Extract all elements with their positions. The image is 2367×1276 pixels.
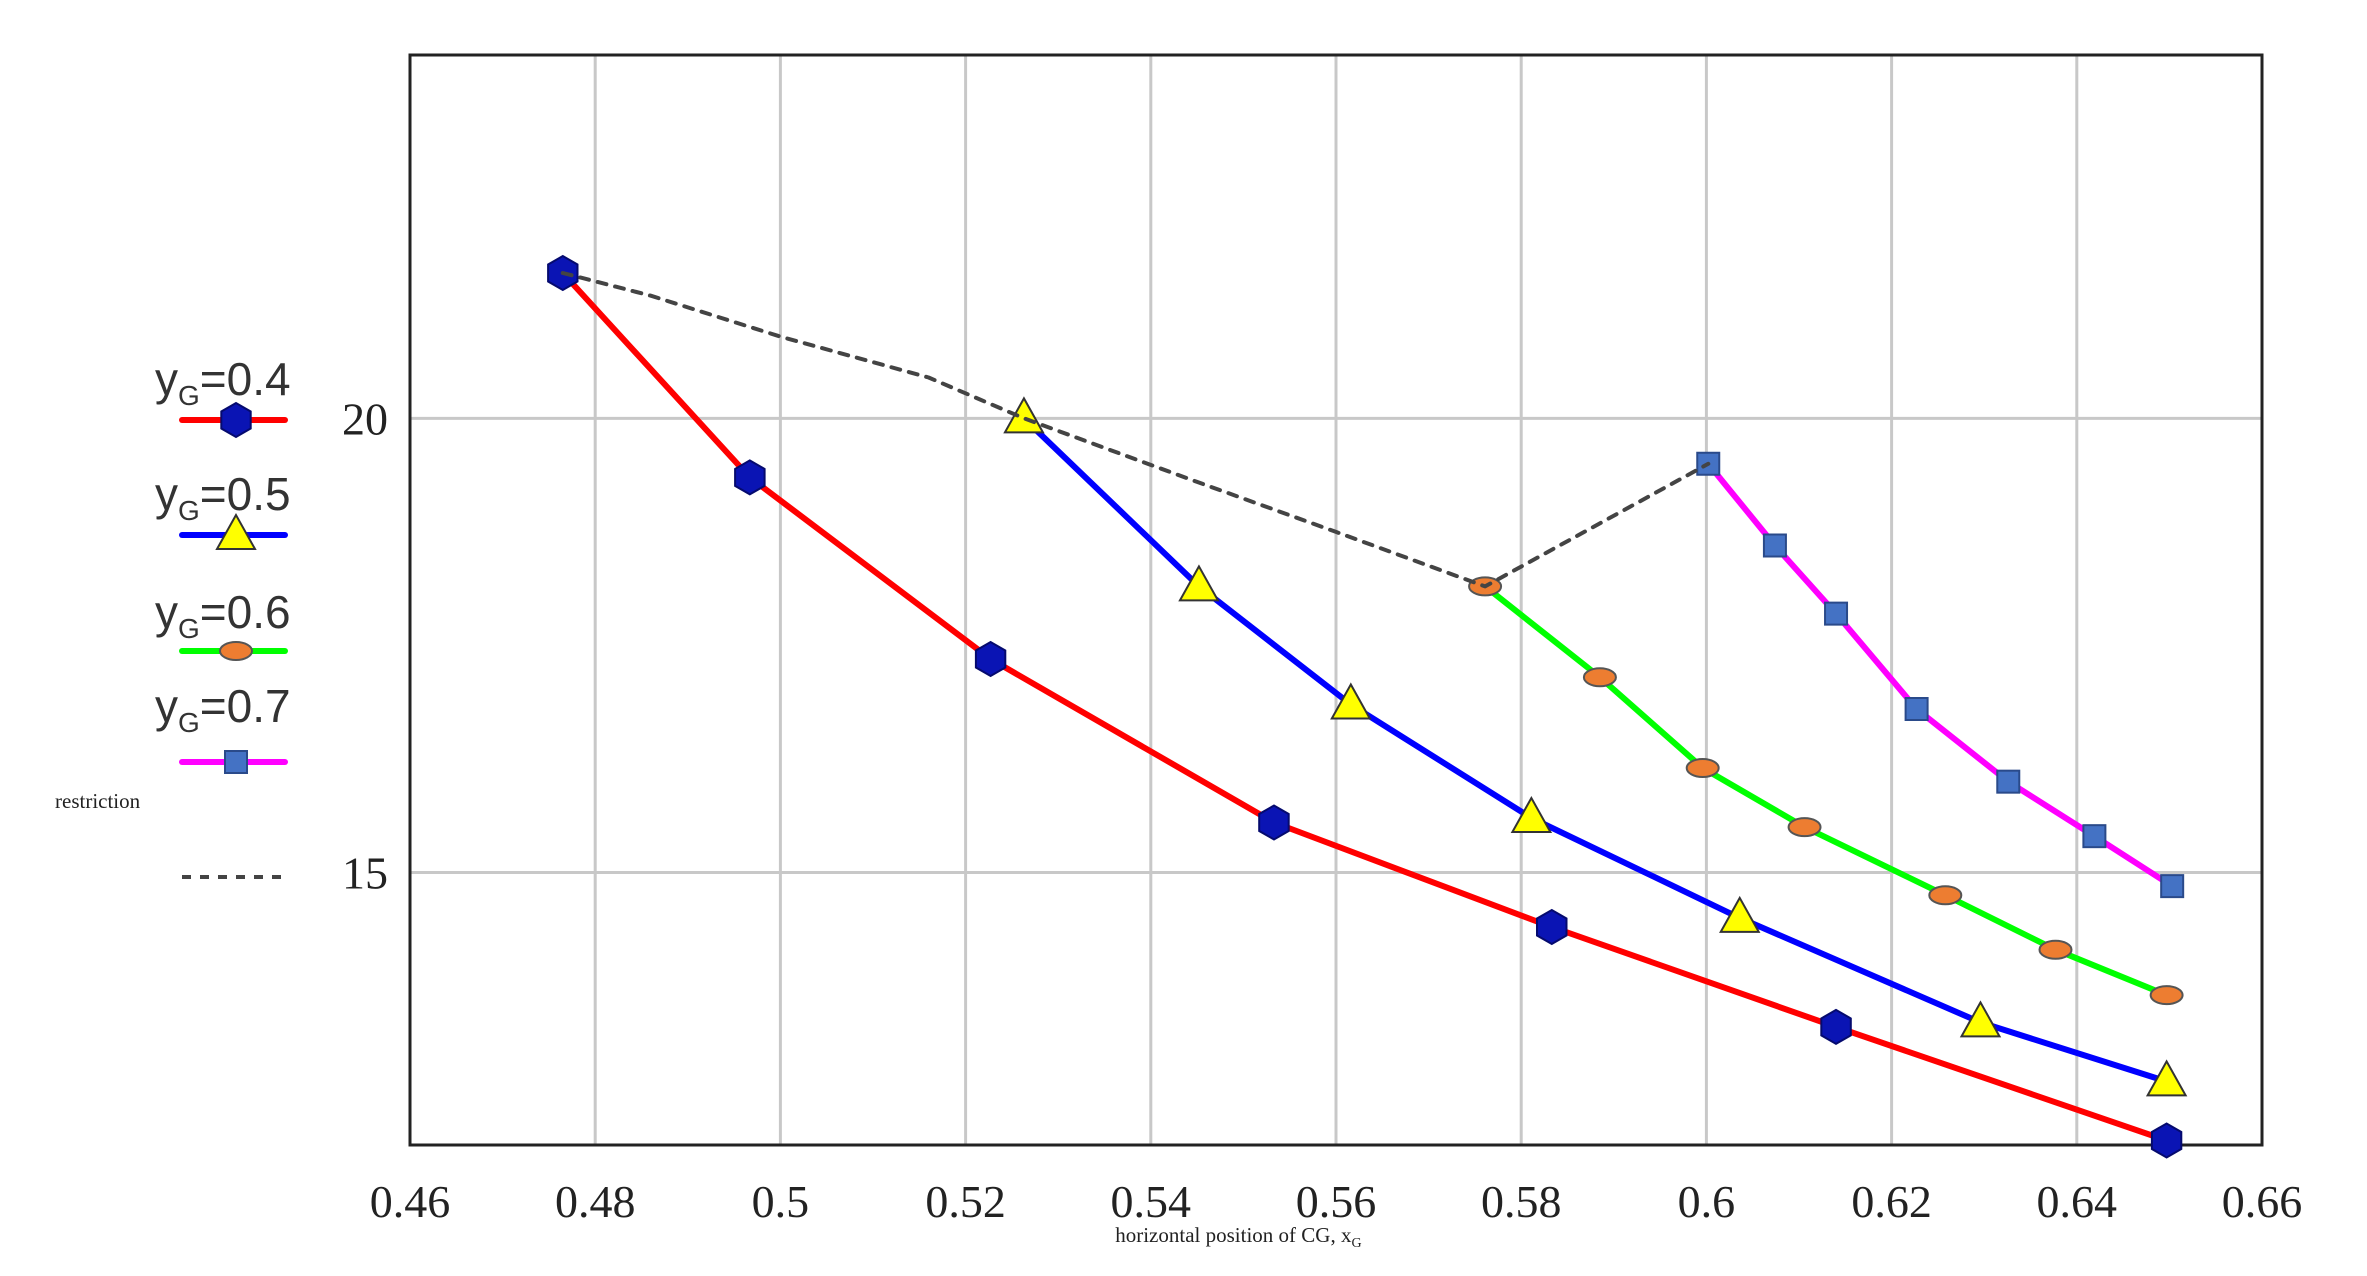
legend-item-0: yG=0.4 xyxy=(155,353,291,439)
data-point-square xyxy=(1824,601,1849,626)
x-tick-label: 0.62 xyxy=(1851,1176,1932,1227)
legend-subscript: G xyxy=(178,495,200,526)
data-point-hexagon xyxy=(974,640,1007,678)
data-point-square xyxy=(2160,874,2185,899)
x-tick-label: 0.56 xyxy=(1296,1176,1377,1227)
x-tick-label: 0.54 xyxy=(1111,1176,1192,1227)
x-tick-label: 0.66 xyxy=(2222,1176,2303,1227)
data-point-triangle xyxy=(1510,795,1553,833)
series-line xyxy=(1705,460,2176,890)
legend-label: restriction xyxy=(55,789,141,813)
data-point-square xyxy=(224,750,248,774)
legend-var: y xyxy=(155,586,178,638)
series-3 xyxy=(1696,451,2185,899)
data-point-triangle xyxy=(1003,396,1045,434)
x-axis-label: horizontal position of CG, xG xyxy=(1115,1223,1361,1251)
grid xyxy=(410,55,2262,1145)
data-point-hexagon xyxy=(220,401,252,439)
series-1 xyxy=(1003,396,2188,1097)
data-point-square xyxy=(1762,533,1787,558)
series-4 xyxy=(560,271,1711,589)
data-point-square xyxy=(2082,824,2107,849)
y-tick-label: 15 xyxy=(342,848,388,899)
x-axis-label-text: horizontal position of CG, x xyxy=(1115,1223,1352,1247)
series-2 xyxy=(1468,576,2184,1006)
legend-subscript: G xyxy=(178,613,200,644)
x-tick-label: 0.6 xyxy=(1678,1176,1736,1227)
data-point-hexagon xyxy=(2150,1122,2183,1159)
data-point-triangle xyxy=(1330,682,1372,720)
x-tick-label: 0.52 xyxy=(925,1176,1006,1227)
data-point-square xyxy=(1904,697,1929,721)
legend-value: =0.4 xyxy=(200,353,291,405)
data-point-ellipse xyxy=(2038,939,2073,960)
series-line xyxy=(560,271,1711,589)
data-point-ellipse xyxy=(219,641,253,661)
x-tick-label: 0.46 xyxy=(370,1176,451,1227)
legend-value: =0.6 xyxy=(200,586,291,638)
data-point-triangle xyxy=(1178,564,1220,602)
data-point-triangle xyxy=(1719,895,1761,933)
x-tick-label: 0.48 xyxy=(555,1176,636,1227)
data-point-triangle xyxy=(1959,1000,2002,1038)
legend-var: y xyxy=(155,468,178,520)
data-point-ellipse xyxy=(1787,817,1822,838)
data-point-hexagon xyxy=(1258,804,1290,841)
data-point-hexagon xyxy=(734,459,766,496)
x-tick-label: 0.64 xyxy=(2037,1176,2118,1227)
data-point-ellipse xyxy=(1685,758,1720,779)
plot-area-frame xyxy=(408,53,2264,1147)
x-tick-label: 0.58 xyxy=(1481,1176,1562,1227)
data-point-square xyxy=(1996,769,2021,794)
legend-subscript: G xyxy=(178,380,200,411)
legend-label: yG=0.5 xyxy=(155,468,291,526)
legend-label: yG=0.4 xyxy=(155,353,291,411)
data-point-ellipse xyxy=(2149,985,2184,1006)
series-layer xyxy=(547,254,2188,1159)
data-point-hexagon xyxy=(1536,908,1568,946)
y-tick-label: 20 xyxy=(342,393,388,444)
series-line xyxy=(1482,583,2170,999)
x-axis-label-subscript: G xyxy=(1351,1236,1361,1251)
legend-item-2: yG=0.6 xyxy=(155,586,291,661)
legend-item-1: yG=0.5 xyxy=(155,468,291,550)
legend-item-restriction: restriction xyxy=(55,789,285,879)
legend-var: y xyxy=(155,680,178,732)
x-tick-label: 0.5 xyxy=(752,1176,810,1227)
series-line xyxy=(1020,415,2170,1085)
legend-label: yG=0.7 xyxy=(155,680,291,738)
data-point-triangle xyxy=(215,512,257,550)
legend-value: =0.7 xyxy=(200,680,291,732)
series-0 xyxy=(547,254,2183,1159)
legend-var: y xyxy=(155,353,178,405)
x-axis-ticks: 0.46 0.48 0.5 0.52 0.54 0.56 0.58 0.6 0.62 0.64 0.… xyxy=(370,1176,2303,1227)
data-point-hexagon xyxy=(1820,1008,1852,1046)
data-point-triangle xyxy=(2145,1059,2188,1097)
legend-item-3: yG=0.7 xyxy=(155,680,291,774)
data-point-ellipse xyxy=(1582,667,1617,688)
legend-subscript: G xyxy=(178,707,200,738)
legend-value: =0.5 xyxy=(200,468,291,520)
data-point-ellipse xyxy=(1928,885,1963,906)
legend-label: yG=0.6 xyxy=(155,586,291,644)
